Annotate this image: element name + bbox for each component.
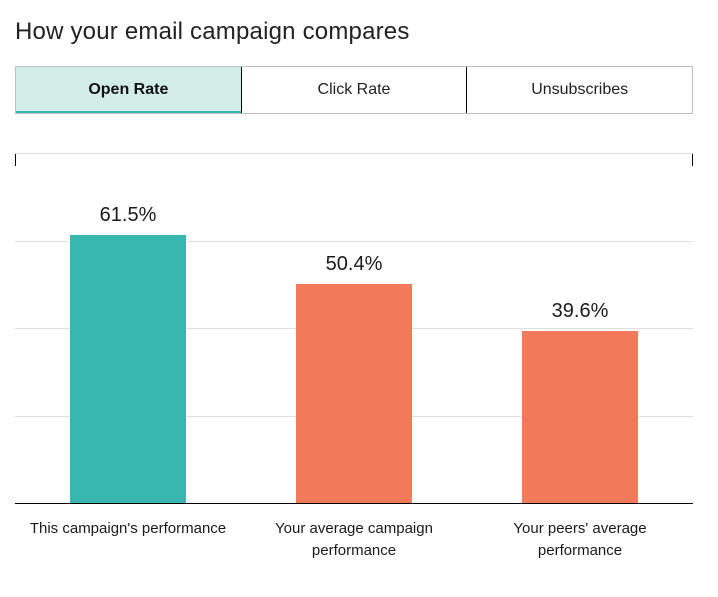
- metric-tabs: Open Rate Click Rate Unsubscribes: [15, 66, 693, 114]
- tab-unsubscribes[interactable]: Unsubscribes: [467, 67, 692, 113]
- chart-y-axis: [15, 154, 16, 166]
- comparison-chart: 61.5% 50.4% 39.6%: [15, 154, 693, 504]
- chart-bar: [522, 331, 638, 504]
- chart-bar: [296, 284, 412, 505]
- chart-bar-column: 50.4%: [241, 154, 467, 504]
- chart-bar-value: 39.6%: [552, 300, 609, 323]
- chart-y-axis-right-tick: [692, 154, 693, 166]
- chart-bar: [70, 235, 186, 504]
- page-title: How your email campaign compares: [15, 18, 703, 46]
- chart-bar-value: 61.5%: [100, 204, 157, 227]
- chart-bar-column: 61.5%: [15, 154, 241, 504]
- tab-click-rate[interactable]: Click Rate: [242, 67, 468, 113]
- chart-bars: 61.5% 50.4% 39.6%: [15, 154, 693, 504]
- chart-bar-column: 39.6%: [467, 154, 693, 504]
- chart-bar-value: 50.4%: [326, 253, 383, 276]
- x-label-your-average: Your average campaign performance: [241, 518, 467, 562]
- x-label-this-campaign: This campaign's performance: [15, 518, 241, 562]
- chart-x-labels: This campaign's performance Your average…: [15, 518, 693, 562]
- tab-open-rate[interactable]: Open Rate: [16, 67, 242, 113]
- chart-x-axis: [15, 503, 693, 504]
- x-label-peers-average: Your peers' average performance: [467, 518, 693, 562]
